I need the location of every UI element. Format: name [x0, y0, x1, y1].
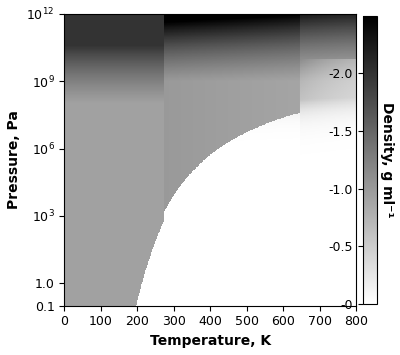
X-axis label: Temperature, K: Temperature, K: [150, 334, 271, 348]
Y-axis label: Pressure, Pa: Pressure, Pa: [7, 110, 21, 209]
Y-axis label: Density, g ml⁻¹: Density, g ml⁻¹: [380, 102, 394, 218]
